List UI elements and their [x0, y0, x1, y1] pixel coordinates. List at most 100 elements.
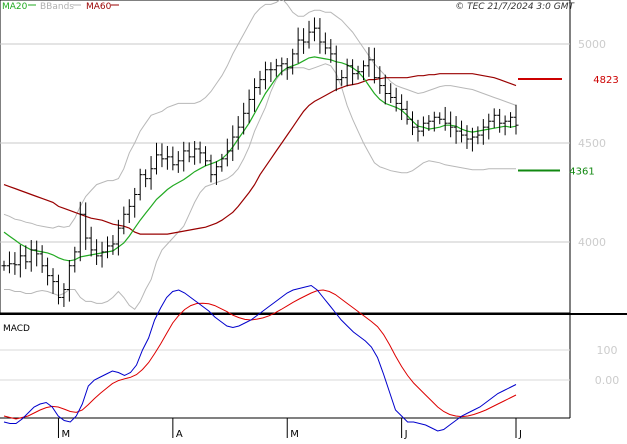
ohlc-bar: [317, 18, 323, 54]
ohlc-bar: [333, 45, 339, 92]
ohlc-bar: [77, 201, 83, 262]
ohlc-bar: [148, 156, 154, 190]
ohlc-bar: [197, 141, 203, 164]
reference-level-label: 4823: [593, 75, 618, 86]
price-panel-frame: [0, 0, 571, 314]
ohlc-bar: [186, 142, 192, 163]
reference-level-label: 4361: [569, 167, 594, 178]
ohlc-bar: [420, 116, 426, 137]
ohlc-bar: [382, 74, 388, 105]
legend-ma20-label: MA20: [2, 2, 28, 12]
ohlc-bar: [121, 206, 127, 235]
ohlc-bar: [486, 113, 492, 140]
macd-signal-line: [3, 289, 517, 420]
ohlc-bar: [72, 246, 78, 273]
ohlc-bar: [410, 111, 416, 136]
ohlc-bar: [23, 245, 29, 270]
ohlc-bar: [17, 244, 23, 278]
ohlc-bar: [154, 142, 160, 175]
ohlc-bar: [464, 125, 470, 149]
ohlc-bar: [224, 138, 230, 167]
ohlc-bar: [322, 32, 328, 55]
bband-upper-line: [3, 0, 517, 229]
copyright-text: © TEC 21/7/2024 3:0 GMT: [455, 2, 575, 12]
ohlc-bar: [61, 283, 67, 307]
time-axis-label: M: [290, 429, 299, 440]
ohlc-bar: [175, 151, 181, 173]
ohlc-bar: [203, 146, 209, 166]
ohlc-bar: [213, 161, 219, 185]
ohlc-bar: [12, 252, 18, 275]
ohlc-bar: [344, 58, 350, 87]
ohlc-bar: [241, 102, 247, 135]
ohlc-bar: [181, 141, 187, 172]
ohlc-bar: [399, 94, 405, 121]
ohlc-bar: [273, 58, 279, 77]
ohlc-bar: [28, 240, 34, 272]
macd-gridlines: 100 0.00: [0, 344, 619, 387]
macd-lines: [3, 284, 517, 432]
ohlc-bar: [448, 111, 454, 138]
price-tick-label: 5000: [578, 38, 606, 51]
ohlc-bar: [34, 240, 40, 267]
ohlc-bar: [480, 119, 486, 145]
bollinger-bands: [3, 0, 517, 311]
ohlc-bar: [339, 69, 345, 86]
ohlc-bar: [132, 187, 138, 218]
ohlc-bar: [230, 125, 236, 162]
ohlc-bar: [88, 226, 94, 257]
ohlc-bar: [252, 78, 258, 112]
ohlc-bar: [104, 236, 110, 259]
price-tick-label: 4500: [578, 137, 606, 150]
ohlc-bar: [328, 39, 334, 63]
macd-tick-label: 0.00: [595, 374, 620, 387]
ohlc-bar: [431, 111, 437, 132]
ohlc-bar: [110, 235, 116, 255]
bband-lower-line: [4, 63, 516, 311]
ohlc-bar: [442, 106, 448, 131]
ohlc-bar: [66, 260, 72, 302]
ohlc-bar: [469, 127, 475, 152]
ohlc-bar: [143, 169, 149, 188]
ohlc-bar: [437, 112, 443, 125]
legend: MA20 BBands MA60: [2, 2, 119, 12]
ohlc-bar: [355, 65, 361, 80]
bottom-right-blank: [570, 418, 627, 440]
ma60-line: [3, 73, 517, 235]
ohlc-bar: [55, 274, 61, 305]
ohlc-bar: [497, 108, 503, 133]
ohlc-bar: [290, 48, 296, 75]
ohlc-bar: [219, 153, 225, 172]
time-axis-label: A: [176, 429, 183, 440]
ohlc-bar: [268, 62, 274, 83]
ohlc-bar: [426, 115, 432, 131]
moving-averages: [3, 56, 517, 262]
ma20-line: [3, 56, 517, 262]
ohlc-bar: [170, 146, 176, 171]
ohlc-bar: [502, 115, 508, 136]
ohlc-bar: [257, 70, 263, 95]
ohlc-bar: [137, 168, 143, 201]
ohlc-bar: [1, 260, 7, 271]
legend-ma60-label: MA60: [86, 2, 112, 12]
ohlc-bar: [115, 219, 121, 256]
ohlc-bar: [262, 61, 268, 90]
ohlc-bar: [388, 83, 394, 104]
ohlc-bar: [295, 27, 301, 64]
ohlc-bar: [208, 154, 214, 183]
ohlc-bar: [366, 47, 372, 77]
ohlc-bar: [459, 120, 465, 143]
ohlc-bar: [306, 20, 312, 49]
ohlc-bar: [491, 108, 497, 129]
time-axis-label: J: [518, 429, 522, 440]
ohlc-bar: [415, 119, 421, 142]
price-tick-label: 4000: [578, 236, 606, 249]
ohlc-bar: [284, 58, 290, 80]
macd-main-line: [3, 284, 517, 432]
ohlc-bar: [301, 28, 307, 54]
ohlc-bar: [350, 59, 356, 85]
ohlc-bars: [1, 17, 519, 307]
